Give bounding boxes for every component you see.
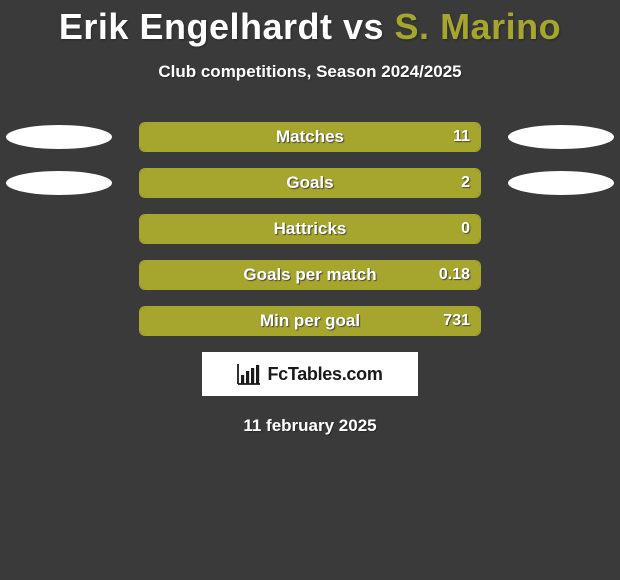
- stat-row: Hattricks0: [0, 214, 620, 244]
- stat-label: Goals per match: [140, 265, 480, 285]
- stat-label: Matches: [140, 127, 480, 147]
- stat-label: Goals: [140, 173, 480, 193]
- stat-value: 11: [453, 128, 470, 146]
- stats-area: Matches11 Goals2 Hattricks0 Goals per match…: [0, 122, 620, 336]
- player-b-name: S. Marino: [395, 6, 562, 47]
- ellipse-left: [6, 125, 112, 149]
- ellipse-left: [6, 171, 112, 195]
- stat-bar: Goals per match0.18: [139, 260, 481, 290]
- stat-label: Min per goal: [140, 311, 480, 331]
- vs-label: vs: [343, 6, 384, 47]
- subtitle: Club competitions, Season 2024/2025: [0, 62, 620, 82]
- infographic-container: Erik Engelhardt vs S. Marino Club compet…: [0, 0, 620, 436]
- stat-bar: Min per goal731: [139, 306, 481, 336]
- stat-value: 731: [443, 312, 470, 330]
- stat-value: 2: [461, 174, 470, 192]
- stat-bar: Goals2: [139, 168, 481, 198]
- barchart-icon: [237, 363, 261, 385]
- ellipse-right: [508, 171, 614, 195]
- page-title: Erik Engelhardt vs S. Marino: [0, 6, 620, 48]
- stat-row: Matches11: [0, 122, 620, 152]
- stat-row: Goals2: [0, 168, 620, 198]
- logo-text: FcTables.com: [267, 364, 382, 385]
- stat-label: Hattricks: [140, 219, 480, 239]
- stat-row: Goals per match0.18: [0, 260, 620, 290]
- stat-bar: Hattricks0: [139, 214, 481, 244]
- date-text: 11 february 2025: [0, 416, 620, 436]
- ellipse-right: [508, 125, 614, 149]
- player-a-name: Erik Engelhardt: [59, 6, 333, 47]
- logo-box: FcTables.com: [202, 352, 418, 396]
- stat-row: Min per goal731: [0, 306, 620, 336]
- stat-value: 0: [461, 220, 470, 238]
- stat-bar: Matches11: [139, 122, 481, 152]
- stat-value: 0.18: [439, 266, 470, 284]
